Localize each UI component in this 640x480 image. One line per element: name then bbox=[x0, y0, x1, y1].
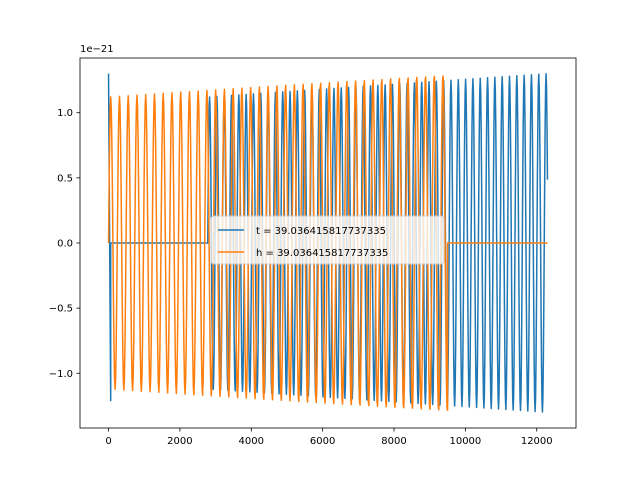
y-tick-label: 0.0 bbox=[57, 239, 73, 250]
legend: t = 39.036415817737335 h = 39.0364158177… bbox=[210, 215, 445, 265]
legend-box bbox=[210, 215, 445, 265]
series-layer bbox=[107, 72, 549, 413]
y-offset-label: 1e−21 bbox=[80, 44, 114, 55]
x-tick-label: 10000 bbox=[449, 436, 481, 447]
x-tick-label: 4000 bbox=[239, 436, 264, 447]
ticks-layer: 0 2000 4000 6000 8000 10000 12000 −1.0 −0.5 0.0 0.… bbox=[49, 108, 553, 447]
series-line-1 bbox=[107, 75, 548, 411]
x-tick-label: 6000 bbox=[310, 436, 335, 447]
x-tick-label: 0 bbox=[105, 436, 111, 447]
legend-label-h: h = 39.036415817737335 bbox=[256, 248, 388, 259]
x-tick-label: 8000 bbox=[381, 436, 406, 447]
y-tick-label: −0.5 bbox=[49, 304, 73, 315]
series-line-0 bbox=[107, 72, 549, 413]
y-tick-label: 1.0 bbox=[57, 108, 73, 119]
y-tick-label: −1.0 bbox=[49, 369, 73, 380]
x-tick-label: 2000 bbox=[167, 436, 192, 447]
y-tick-label: 0.5 bbox=[57, 173, 73, 184]
x-tick-label: 12000 bbox=[521, 436, 553, 447]
legend-label-t: t = 39.036415817737335 bbox=[256, 226, 386, 237]
